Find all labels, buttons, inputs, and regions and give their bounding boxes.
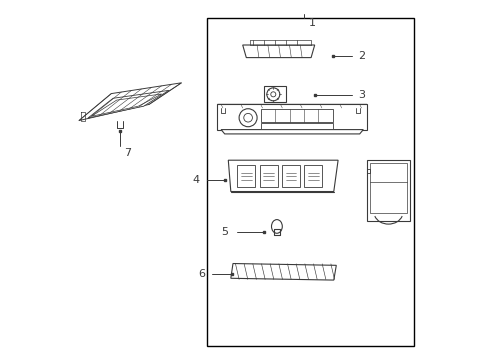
Bar: [260, 109, 332, 122]
Circle shape: [270, 92, 275, 97]
Bar: [206, 18, 413, 346]
Polygon shape: [217, 104, 366, 130]
Ellipse shape: [271, 220, 282, 233]
Polygon shape: [91, 94, 162, 116]
Polygon shape: [79, 83, 181, 121]
Polygon shape: [217, 104, 366, 108]
Circle shape: [239, 109, 257, 127]
Bar: [237, 165, 255, 187]
Text: 3: 3: [357, 90, 364, 100]
Text: 7: 7: [123, 148, 131, 158]
Polygon shape: [88, 90, 168, 118]
Polygon shape: [242, 45, 314, 58]
Text: 4: 4: [192, 175, 199, 185]
Polygon shape: [228, 160, 337, 192]
Text: 5: 5: [221, 227, 228, 237]
Bar: [304, 165, 322, 187]
Polygon shape: [230, 264, 336, 280]
Text: 2: 2: [357, 51, 364, 61]
Text: 6: 6: [198, 269, 204, 279]
Polygon shape: [366, 160, 409, 221]
Polygon shape: [221, 130, 363, 134]
Circle shape: [266, 88, 279, 101]
Polygon shape: [369, 163, 407, 213]
Bar: [259, 165, 277, 187]
Bar: [282, 165, 299, 187]
Text: 1: 1: [309, 18, 316, 28]
Bar: [260, 123, 332, 129]
Circle shape: [244, 113, 252, 122]
Bar: [264, 86, 285, 102]
